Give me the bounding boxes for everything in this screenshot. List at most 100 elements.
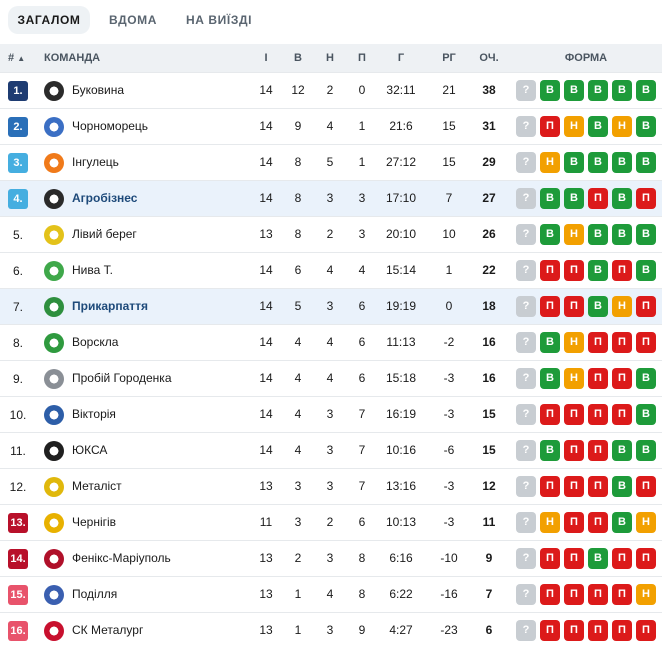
form-result-badge[interactable]: В — [636, 152, 656, 173]
upcoming-match-badge[interactable]: ? — [516, 332, 536, 353]
form-result-badge[interactable]: В — [588, 80, 608, 101]
form-result-badge[interactable]: П — [588, 404, 608, 425]
table-row[interactable]: 1. Буковина 14 12 2 0 32:11 21 38? В В В В В — [0, 72, 662, 108]
table-row[interactable]: 6. Нива Т. 14 6 4 4 15:14 1 22? П П В П В — [0, 252, 662, 288]
table-row[interactable]: 7. Прикарпаття 14 5 3 6 19:19 0 18? П П В Н П — [0, 288, 662, 324]
team-name[interactable]: Нива Т. — [72, 263, 113, 277]
team-name[interactable]: Буковина — [72, 83, 125, 97]
table-row[interactable]: 15. Поділля 13 1 4 8 6:22 -16 7? П П П П Н — [0, 576, 662, 612]
form-result-badge[interactable]: П — [612, 404, 632, 425]
upcoming-match-badge[interactable]: ? — [516, 224, 536, 245]
header-lost[interactable]: П — [358, 52, 366, 64]
form-result-badge[interactable]: П — [540, 476, 560, 497]
form-result-badge[interactable]: В — [612, 512, 632, 533]
team-name[interactable]: Чернігів — [72, 515, 117, 529]
table-row[interactable]: 11. ЮКСА 14 4 3 7 10:16 -6 15? В П П В В — [0, 432, 662, 468]
form-result-badge[interactable]: Н — [540, 512, 560, 533]
team-name[interactable]: Пробій Городенка — [72, 371, 172, 385]
form-result-badge[interactable]: В — [636, 440, 656, 461]
tab-home[interactable]: ВДОМА — [108, 13, 158, 27]
form-result-badge[interactable]: В — [540, 224, 560, 245]
form-result-badge[interactable]: В — [636, 224, 656, 245]
table-row[interactable]: 4. Агробізнес 14 8 3 3 17:10 7 27? В В П В П — [0, 180, 662, 216]
form-result-badge[interactable]: П — [540, 548, 560, 569]
form-result-badge[interactable]: В — [612, 152, 632, 173]
upcoming-match-badge[interactable]: ? — [516, 368, 536, 389]
team-name[interactable]: Металіст — [72, 479, 122, 493]
form-result-badge[interactable]: В — [588, 296, 608, 317]
form-result-badge[interactable]: П — [612, 368, 632, 389]
upcoming-match-badge[interactable]: ? — [516, 440, 536, 461]
upcoming-match-badge[interactable]: ? — [516, 260, 536, 281]
form-result-badge[interactable]: П — [612, 260, 632, 281]
team-name[interactable]: Лівий берег — [72, 227, 137, 241]
table-row[interactable]: 10. Вікторія 14 4 3 7 16:19 -3 15? П П П П В — [0, 396, 662, 432]
form-result-badge[interactable]: Н — [564, 116, 584, 137]
form-result-badge[interactable]: П — [564, 440, 584, 461]
form-result-badge[interactable]: П — [636, 296, 656, 317]
form-result-badge[interactable]: П — [540, 584, 560, 605]
team-name[interactable]: Поділля — [72, 587, 118, 601]
form-result-badge[interactable]: П — [588, 584, 608, 605]
upcoming-match-badge[interactable]: ? — [516, 512, 536, 533]
form-result-badge[interactable]: Н — [564, 332, 584, 353]
table-row[interactable]: 3. Інгулець 14 8 5 1 27:12 15 29? Н В В В В — [0, 144, 662, 180]
form-result-badge[interactable]: В — [540, 332, 560, 353]
form-result-badge[interactable]: В — [540, 80, 560, 101]
form-result-badge[interactable]: П — [564, 404, 584, 425]
form-result-badge[interactable]: П — [588, 368, 608, 389]
form-result-badge[interactable]: В — [588, 116, 608, 137]
team-name[interactable]: Ворскла — [72, 335, 119, 349]
form-result-badge[interactable]: П — [564, 584, 584, 605]
form-result-badge[interactable]: Н — [636, 584, 656, 605]
form-result-badge[interactable]: П — [588, 332, 608, 353]
form-result-badge[interactable]: В — [540, 368, 560, 389]
table-row[interactable]: 12. Металіст 13 3 3 7 13:16 -3 12? П П П В П — [0, 468, 662, 504]
form-result-badge[interactable]: Н — [540, 152, 560, 173]
tab-away[interactable]: НА ВИЇЗДІ — [185, 13, 253, 27]
form-result-badge[interactable]: П — [612, 548, 632, 569]
form-result-badge[interactable]: П — [588, 188, 608, 209]
form-result-badge[interactable]: П — [588, 620, 608, 641]
form-result-badge[interactable]: В — [636, 80, 656, 101]
header-team[interactable]: КОМАНДА — [44, 52, 101, 64]
team-name[interactable]: Фенікс-Маріуполь — [72, 551, 171, 565]
form-result-badge[interactable]: В — [588, 224, 608, 245]
team-name[interactable]: Чорноморець — [72, 119, 149, 133]
form-result-badge[interactable]: П — [564, 296, 584, 317]
form-result-badge[interactable]: П — [564, 260, 584, 281]
form-result-badge[interactable]: В — [612, 80, 632, 101]
upcoming-match-badge[interactable]: ? — [516, 476, 536, 497]
form-result-badge[interactable]: П — [564, 548, 584, 569]
form-result-badge[interactable]: П — [588, 476, 608, 497]
form-result-badge[interactable]: П — [612, 584, 632, 605]
table-row[interactable]: 16. СК Металург 13 1 3 9 4:27 -23 6? П П П П П — [0, 612, 662, 648]
form-result-badge[interactable]: В — [564, 152, 584, 173]
form-result-badge[interactable]: П — [540, 116, 560, 137]
form-result-badge[interactable]: В — [612, 188, 632, 209]
form-result-badge[interactable]: В — [540, 440, 560, 461]
form-result-badge[interactable]: П — [588, 512, 608, 533]
form-result-badge[interactable]: П — [636, 332, 656, 353]
form-result-badge[interactable]: В — [612, 440, 632, 461]
form-result-badge[interactable]: П — [636, 548, 656, 569]
form-result-badge[interactable]: Н — [564, 368, 584, 389]
team-name[interactable]: СК Металург — [72, 623, 144, 637]
form-result-badge[interactable]: Н — [612, 116, 632, 137]
table-row[interactable]: 8. Ворскла 14 4 4 6 11:13 -2 16? В Н П П П — [0, 324, 662, 360]
table-row[interactable]: 14. Фенікс-Маріуполь 13 2 3 8 6:16 -10 9? П П В П П — [0, 540, 662, 576]
form-result-badge[interactable]: Н — [564, 224, 584, 245]
form-result-badge[interactable]: П — [540, 260, 560, 281]
form-result-badge[interactable]: П — [564, 620, 584, 641]
upcoming-match-badge[interactable]: ? — [516, 620, 536, 641]
upcoming-match-badge[interactable]: ? — [516, 80, 536, 101]
form-result-badge[interactable]: В — [636, 404, 656, 425]
form-result-badge[interactable]: В — [612, 224, 632, 245]
form-result-badge[interactable]: П — [564, 476, 584, 497]
team-name[interactable]: Вікторія — [72, 407, 116, 421]
upcoming-match-badge[interactable]: ? — [516, 188, 536, 209]
form-result-badge[interactable]: В — [636, 260, 656, 281]
form-result-badge[interactable]: В — [588, 152, 608, 173]
header-goals[interactable]: Г — [397, 52, 405, 64]
header-rank[interactable]: # ▲ — [8, 44, 25, 73]
